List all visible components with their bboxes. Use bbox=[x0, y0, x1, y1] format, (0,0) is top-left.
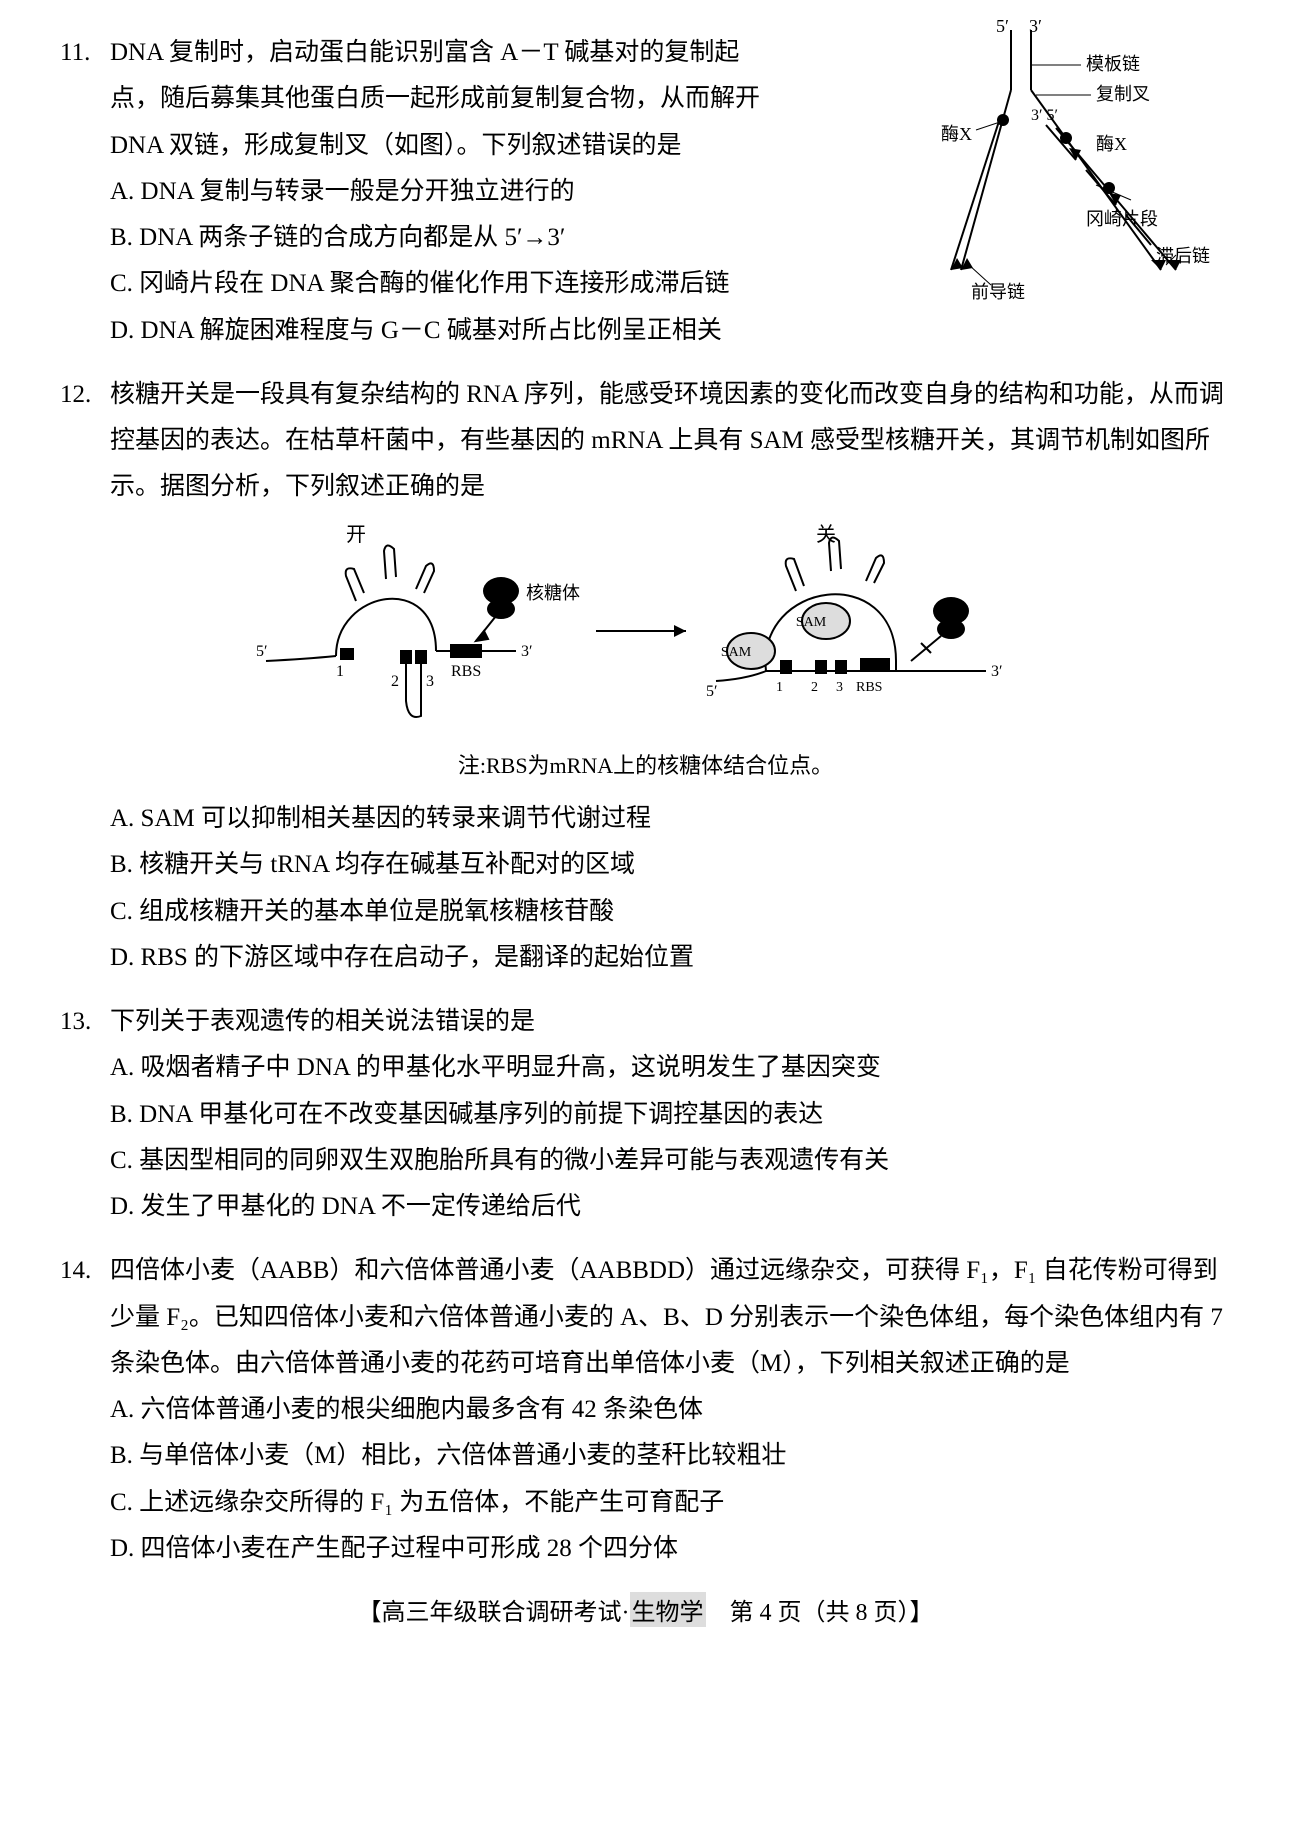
q14-option-d: D. 四倍体小麦在产生配子过程中可形成 28 个四分体 bbox=[110, 1526, 1231, 1572]
q12-riboswitch-diagram: 开 核糖体 5′ 3′ 1 2 3 RBS bbox=[246, 521, 1046, 741]
q13-stem: 下列关于表观遗传的相关说法错误的是 bbox=[110, 999, 1231, 1045]
q12-n1-l: 1 bbox=[336, 663, 344, 680]
q12-stem: 核糖开关是一段具有复杂结构的 RNA 序列，能感受环境因素的变化而改变自身的结构… bbox=[110, 372, 1231, 511]
q12-n2-r: 2 bbox=[811, 680, 818, 695]
q11-stem-l1: DNA 复制时，启动蛋白能识别富含 A－T 碱基对的复制起 bbox=[110, 30, 739, 76]
q14-stem: 四倍体小麦（AABB）和六倍体普通小麦（AABBDD）通过远缘杂交，可获得 F₁… bbox=[110, 1248, 1231, 1387]
q11-okazaki: 冈崎片段 bbox=[1086, 209, 1158, 229]
question-12: 12. 核糖开关是一段具有复杂结构的 RNA 序列，能感受环境因素的变化而改变自… bbox=[60, 372, 1231, 981]
question-13: 13. 下列关于表观遗传的相关说法错误的是 A. 吸烟者精子中 DNA 的甲基化… bbox=[60, 999, 1231, 1230]
q14-number: 14. bbox=[60, 1248, 110, 1294]
footer-left: 【高三年级联合调研考试· bbox=[358, 1600, 630, 1626]
q12-close: 关 bbox=[816, 523, 836, 546]
q12-5prime-l: 5′ bbox=[256, 643, 268, 660]
q12-option-d: D. RBS 的下游区域中存在启动子，是翻译的起始位置 bbox=[110, 935, 1231, 981]
q12-n1-r: 1 bbox=[776, 680, 783, 695]
q14-option-c: C. 上述远缘杂交所得的 F₁ 为五倍体，不能产生可育配子 bbox=[110, 1480, 1231, 1526]
q14-option-b: B. 与单倍体小麦（M）相比，六倍体普通小麦的茎秆比较粗壮 bbox=[110, 1433, 1231, 1479]
q12-number: 12. bbox=[60, 372, 110, 418]
footer-right: 第 4 页（共 8 页）】 bbox=[706, 1600, 934, 1626]
q12-note: 注:RBS为mRNA上的核糖体结合位点。 bbox=[60, 746, 1231, 787]
q11-3prime: 3′ bbox=[1029, 20, 1042, 36]
q13-option-b: B. DNA 甲基化可在不改变基因碱基序列的前提下调控基因的表达 bbox=[110, 1092, 1231, 1138]
q12-3prime-l: 3′ bbox=[521, 643, 533, 660]
q13-number: 13. bbox=[60, 999, 110, 1045]
q12-open: 开 bbox=[346, 524, 366, 546]
q12-option-b: B. 核糖开关与 tRNA 均存在碱基互补配对的区域 bbox=[110, 842, 1231, 888]
q11-enzx2: 酶X bbox=[1096, 134, 1127, 154]
q11-number: 11. bbox=[60, 30, 110, 76]
q11-replication-fork-diagram: 5′ 3′ 模板链 复制叉 酶X 3′ 5′ 酶X 冈崎片段 前导链 滞后链 bbox=[931, 20, 1231, 300]
q12-option-c: C. 组成核糖开关的基本单位是脱氧核糖核苷酸 bbox=[110, 889, 1231, 935]
q11-35: 3′ 5′ bbox=[1031, 107, 1058, 124]
q13-option-c: C. 基因型相同的同卵双生双胞胎所具有的微小差异可能与表观遗传有关 bbox=[110, 1138, 1231, 1184]
q11-option-a: A. DNA 复制与转录一般是分开独立进行的 bbox=[110, 169, 921, 215]
q11-5prime: 5′ bbox=[996, 20, 1009, 36]
q11-leading: 前导链 bbox=[971, 282, 1025, 300]
q12-rbs-l: RBS bbox=[451, 663, 481, 680]
q11-fork: 复制叉 bbox=[1096, 84, 1150, 104]
question-14: 14. 四倍体小麦（AABB）和六倍体普通小麦（AABBDD）通过远缘杂交，可获… bbox=[60, 1248, 1231, 1572]
q11-option-b: B. DNA 两条子链的合成方向都是从 5′→3′ bbox=[110, 215, 921, 261]
q11-lagging: 滞后链 bbox=[1156, 246, 1210, 266]
q13-option-d: D. 发生了甲基化的 DNA 不一定传递给后代 bbox=[110, 1184, 1231, 1230]
question-11: 11. DNA 复制时，启动蛋白能识别富含 A－T 碱基对的复制起 点，随后募集… bbox=[60, 30, 1231, 354]
q11-enzx1: 酶X bbox=[941, 124, 972, 144]
page-footer: 【高三年级联合调研考试·生物学 第 4 页（共 8 页）】 bbox=[60, 1592, 1231, 1627]
q12-sam1: SAM bbox=[795, 615, 826, 630]
q12-option-a: A. SAM 可以抑制相关基因的转录来调节代谢过程 bbox=[110, 796, 1231, 842]
footer-subject: 生物学 bbox=[630, 1592, 706, 1627]
q12-rbs-r: RBS bbox=[856, 680, 882, 695]
q14-option-a: A. 六倍体普通小麦的根尖细胞内最多含有 42 条染色体 bbox=[110, 1387, 1231, 1433]
q12-n3-l: 3 bbox=[426, 673, 434, 690]
q11-stem-l3: DNA 双链，形成复制叉（如图）。下列叙述错误的是 bbox=[110, 123, 921, 169]
q11-stem-l2: 点，随后募集其他蛋白质一起形成前复制复合物，从而解开 bbox=[110, 76, 921, 122]
q12-ribosome: 核糖体 bbox=[526, 583, 580, 603]
q12-5prime-r: 5′ bbox=[706, 683, 718, 700]
q12-sam2: SAM bbox=[720, 645, 751, 660]
q11-option-c: C. 冈崎片段在 DNA 聚合酶的催化作用下连接形成滞后链 bbox=[110, 261, 921, 307]
q11-template: 模板链 bbox=[1086, 54, 1140, 74]
q12-3prime-r: 3′ bbox=[991, 663, 1003, 680]
q12-n2-l: 2 bbox=[391, 673, 399, 690]
q12-n3-r: 3 bbox=[836, 680, 843, 695]
q11-option-d: D. DNA 解旋困难程度与 G－C 碱基对所占比例呈正相关 bbox=[110, 308, 921, 354]
q13-option-a: A. 吸烟者精子中 DNA 的甲基化水平明显升高，这说明发生了基因突变 bbox=[110, 1045, 1231, 1091]
